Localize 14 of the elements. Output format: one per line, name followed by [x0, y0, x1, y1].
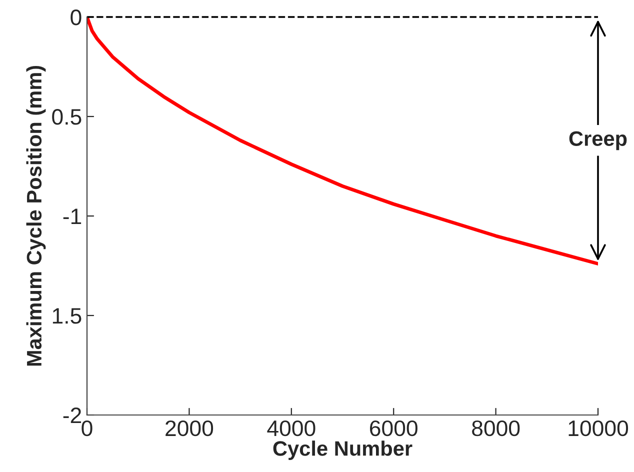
- x-tick-label: 4000: [267, 420, 316, 436]
- x-tick-label: 8000: [472, 420, 520, 436]
- y-axis-title: Maximum Cycle Position (mm): [26, 66, 46, 366]
- y-tick-label: 0: [70, 10, 82, 26]
- y-tick-label: 1.5: [52, 308, 82, 324]
- y-tick-label: -1: [63, 208, 82, 224]
- y-tick-label: -2: [63, 408, 82, 424]
- y-tick-label: 0.5: [52, 109, 82, 125]
- x-tick-label: 6000: [370, 420, 418, 436]
- annotation: Creep: [569, 131, 627, 150]
- x-tick-label: 0: [82, 420, 92, 436]
- x-axis-title: Cycle Number: [273, 440, 412, 460]
- x-tick-label: 10000: [568, 420, 628, 436]
- x-tick-label: 2000: [166, 420, 214, 436]
